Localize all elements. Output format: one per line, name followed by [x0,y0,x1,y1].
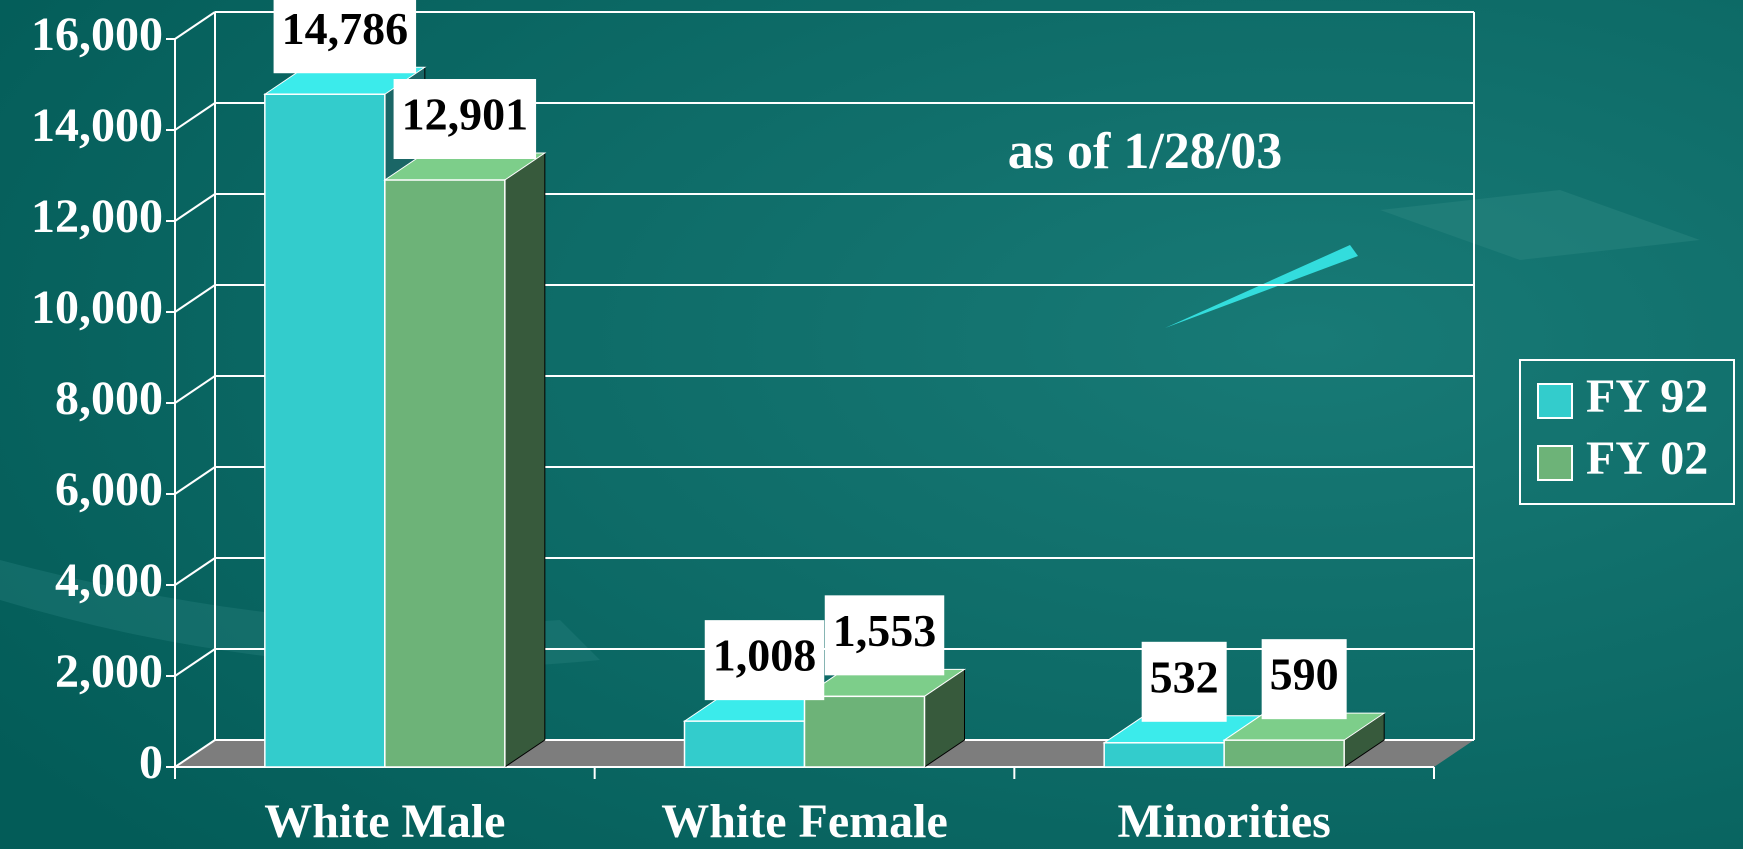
bar [805,696,925,767]
y-tick-label: 16,000 [31,8,163,61]
bar-side [505,153,545,767]
bar-group [385,153,545,767]
legend-swatch [1538,384,1572,418]
bar-group [805,669,965,767]
legend-label: FY 02 [1586,432,1708,485]
value-label: 12,901 [394,79,537,159]
value-label: 590 [1262,639,1347,719]
bar [1104,743,1224,767]
value-label-text: 532 [1150,651,1219,702]
bar [385,180,505,767]
y-tick-label: 0 [139,736,163,789]
y-tick-label: 8,000 [55,372,163,425]
y-tick-label: 4,000 [55,554,163,607]
value-label-text: 12,901 [402,89,529,140]
y-tick-label: 14,000 [31,99,163,152]
bar [1224,740,1344,767]
value-label-text: 14,786 [282,3,409,54]
value-label: 1,553 [825,595,945,675]
legend-swatch [1538,446,1572,480]
annotation: as of 1/28/03 [1008,123,1282,180]
y-tick-label: 12,000 [31,190,163,243]
x-tick-label: White Female [661,795,948,848]
bar [265,94,385,767]
value-label: 1,008 [705,620,825,700]
chart: as of 1/28/03 0 2,000 4,000 6,000 8,000 10,00… [0,0,1743,849]
value-label-text: 590 [1270,649,1339,700]
value-label: 532 [1142,642,1227,722]
value-label-text: 1,008 [713,630,817,681]
x-tick-label: Minorities [1118,795,1331,848]
legend-label: FY 92 [1586,370,1708,423]
y-tick-label: 10,000 [31,281,163,334]
x-tick-label: White Male [264,795,505,848]
y-tick-label: 2,000 [55,645,163,698]
y-tick-label: 6,000 [55,463,163,516]
bar [685,721,805,767]
value-label-text: 1,553 [833,605,937,656]
value-label: 14,786 [274,0,417,73]
